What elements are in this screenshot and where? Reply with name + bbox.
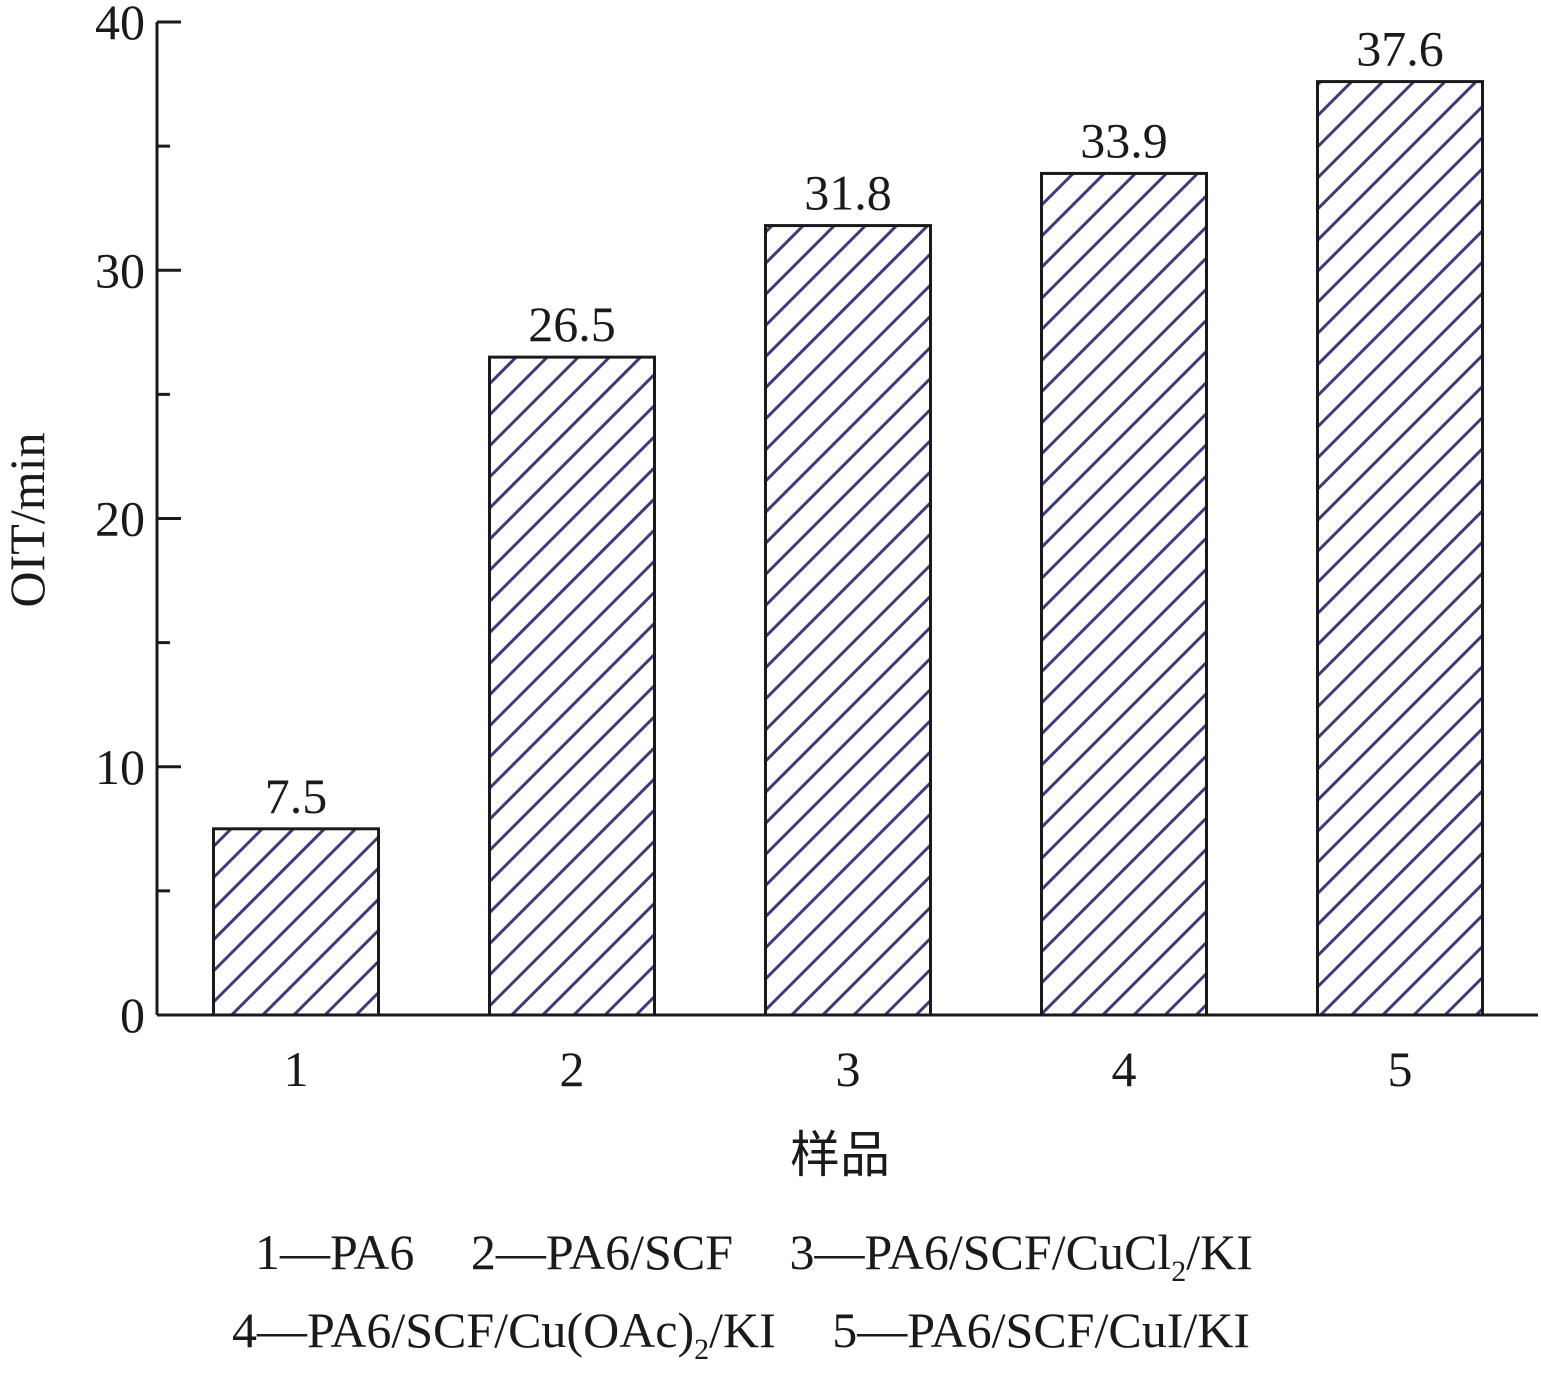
x-tick-label-2: 2 — [560, 1041, 585, 1097]
x-tick-label-4: 4 — [1112, 1041, 1137, 1097]
legend-line-2: 4—PA6/SCF/Cu(OAc)2/KI 5—PA6/SCF/CuI/KI — [232, 1300, 1251, 1366]
bar-1 — [212, 827, 380, 1017]
legend-item-3: 3—PA6/SCF/CuCl2/KI — [789, 1224, 1253, 1288]
bar-3 — [764, 224, 932, 1017]
legend-item-2: 2—PA6/SCF — [470, 1224, 734, 1280]
y-axis: 0 10 20 30 40 — [95, 0, 181, 1043]
value-labels-group: 7.5 26.5 31.8 33.9 37.6 — [265, 21, 1444, 824]
legend-item-5: 5—PA6/SCF/CuI/KI — [832, 1302, 1251, 1358]
x-tick-label-1: 1 — [284, 1041, 309, 1097]
y-tick-label-30: 30 — [95, 242, 145, 298]
legend-line-1: 1—PA6 2—PA6/SCF 3—PA6/SCF/CuCl2/KI — [255, 1222, 1253, 1288]
legend-item-4: 4—PA6/SCF/Cu(OAc)2/KI — [232, 1302, 776, 1366]
value-label-4: 33.9 — [1080, 112, 1168, 168]
x-axis: 1 2 3 4 5 — [157, 1013, 1538, 1097]
bars-group — [212, 80, 1484, 1017]
y-axis-label: OIT/min — [0, 433, 55, 608]
legend-item-1: 1—PA6 — [255, 1224, 415, 1280]
value-label-3: 31.8 — [804, 165, 892, 221]
value-label-2: 26.5 — [528, 296, 616, 352]
x-tick-label-5: 5 — [1388, 1041, 1413, 1097]
value-label-5: 37.6 — [1356, 21, 1444, 77]
bar-2 — [488, 355, 656, 1017]
y-tick-label-40: 40 — [95, 0, 145, 50]
x-tick-label-3: 3 — [836, 1041, 861, 1097]
value-label-1: 7.5 — [265, 768, 328, 824]
y-tick-label-0: 0 — [120, 987, 145, 1043]
bar-5 — [1316, 80, 1484, 1017]
x-axis-label: 样品 — [790, 1127, 890, 1183]
y-tick-label-10: 10 — [95, 739, 145, 795]
bar-4 — [1040, 171, 1208, 1017]
y-tick-label-20: 20 — [95, 491, 145, 547]
